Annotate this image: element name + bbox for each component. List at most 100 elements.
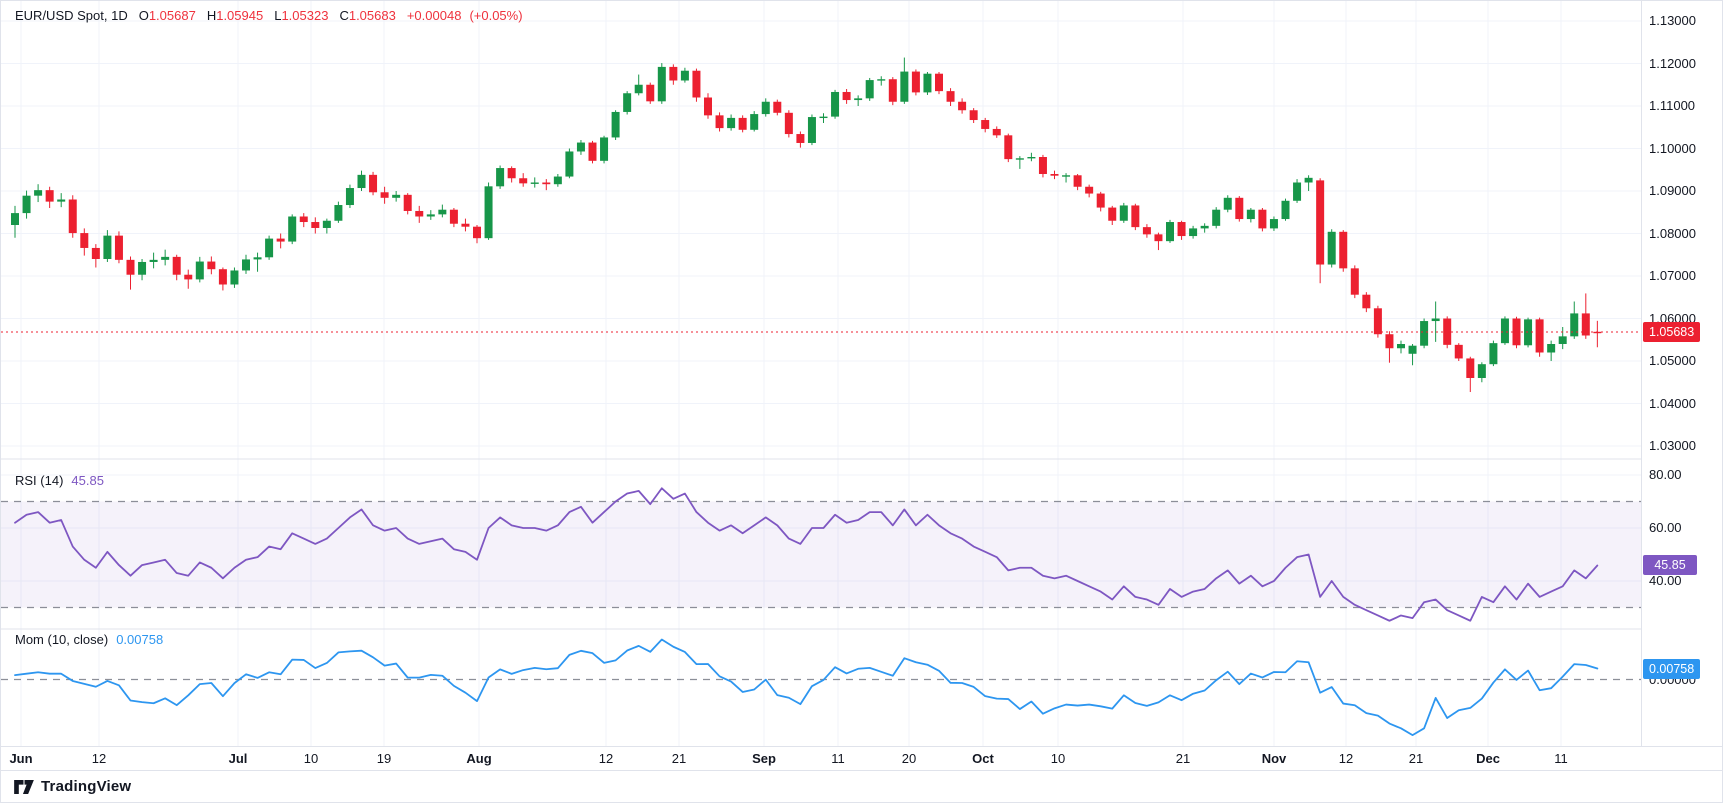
time-axis-label: 20 bbox=[901, 751, 917, 766]
candle-body bbox=[45, 190, 54, 202]
time-axis-label: 12 bbox=[598, 751, 614, 766]
candle-body bbox=[149, 259, 158, 262]
candle-body bbox=[218, 269, 227, 285]
rsi-axis-label: 80.00 bbox=[1649, 467, 1682, 482]
candle-body bbox=[311, 222, 320, 228]
time-axis-label: Sep bbox=[752, 751, 776, 766]
candle-body bbox=[1154, 234, 1163, 242]
time-axis[interactable]: Jun 12 Jul 10 19 Aug 12 21 Sep 11 20 Oct 10 21 Nov 12 21… bbox=[1, 746, 1722, 771]
time-axis-label: 12 bbox=[91, 751, 107, 766]
ohlc-low-label: L bbox=[274, 8, 282, 23]
candle-body bbox=[1050, 174, 1059, 176]
candle-body bbox=[669, 66, 678, 81]
candle-body bbox=[1408, 345, 1417, 354]
candle-body bbox=[784, 112, 793, 135]
candle-body bbox=[1189, 228, 1198, 237]
candle-body bbox=[392, 194, 401, 198]
candle-body bbox=[1281, 200, 1290, 220]
candle-body bbox=[923, 73, 932, 93]
candle-body bbox=[1246, 209, 1255, 220]
rsi-value-badge: 45.85 bbox=[1643, 555, 1697, 576]
candle-body bbox=[981, 120, 990, 129]
candle-body bbox=[842, 91, 851, 101]
candle-body bbox=[1038, 157, 1047, 174]
candle-body bbox=[1454, 344, 1463, 359]
candle-body bbox=[576, 142, 585, 152]
candle-body bbox=[80, 233, 89, 248]
time-axis-label: 10 bbox=[303, 751, 319, 766]
candle-body bbox=[761, 101, 770, 115]
rsi-line bbox=[14, 487, 1599, 622]
rsi-axis-label: 40.00 bbox=[1649, 573, 1682, 588]
indicator-lines-layer bbox=[14, 487, 1599, 737]
candle-body bbox=[1235, 197, 1244, 220]
price-axis-label: 1.06000 bbox=[1649, 310, 1696, 326]
ohlc-close-label: C bbox=[339, 8, 349, 23]
time-axis-label: Jun bbox=[9, 751, 33, 766]
candle-body bbox=[11, 213, 19, 225]
rsi-indicator-label[interactable]: RSI (14) 45.85 bbox=[15, 473, 104, 489]
candle-body bbox=[680, 70, 689, 81]
candle-body bbox=[68, 199, 77, 234]
candle-body bbox=[126, 259, 135, 275]
rsi-label-value: 45.85 bbox=[71, 473, 104, 488]
candle-body bbox=[426, 214, 435, 217]
time-axis-label: Nov bbox=[1261, 751, 1287, 766]
symbol-title[interactable]: EUR/USD Spot, 1D bbox=[15, 8, 128, 23]
candle-body bbox=[542, 182, 551, 185]
candle-body bbox=[380, 192, 389, 198]
time-axis-label: 10 bbox=[1050, 751, 1066, 766]
chart-canvas[interactable] bbox=[1, 1, 1641, 746]
candle-body bbox=[738, 117, 747, 130]
candle-body bbox=[831, 91, 840, 117]
candle-body bbox=[854, 98, 863, 101]
candle-body bbox=[299, 216, 308, 223]
candle-body bbox=[611, 111, 620, 138]
price-change: +0.00048 (+0.05%) bbox=[407, 8, 523, 24]
candle-body bbox=[1142, 227, 1151, 235]
candle-body bbox=[877, 79, 886, 81]
candle-body bbox=[657, 66, 666, 102]
price-axis-label: 1.08000 bbox=[1649, 225, 1696, 241]
candle-body bbox=[935, 73, 943, 92]
candle-body bbox=[138, 261, 147, 275]
time-axis-label: 19 bbox=[376, 751, 392, 766]
candle-body bbox=[230, 270, 239, 285]
momentum-indicator-label[interactable]: Mom (10, close) 0.00758 bbox=[15, 632, 163, 648]
ohlc-open-label: O bbox=[138, 8, 149, 23]
candle-body bbox=[1477, 364, 1486, 378]
time-axis-label: 12 bbox=[1338, 751, 1354, 766]
ohlc-low: L 1.05323 bbox=[274, 8, 328, 24]
candle-body bbox=[646, 84, 655, 102]
candle-body bbox=[946, 91, 955, 102]
candle-body bbox=[172, 256, 181, 275]
candle-body bbox=[1085, 186, 1094, 194]
price-axis-label: 1.10000 bbox=[1649, 140, 1696, 156]
candle-body bbox=[461, 223, 470, 227]
tradingview-logo[interactable]: TradingView bbox=[14, 778, 131, 795]
candle-body bbox=[865, 80, 874, 99]
time-axis-label: Jul bbox=[228, 751, 248, 766]
momentum-line bbox=[14, 638, 1599, 737]
candle-body bbox=[114, 235, 123, 260]
candle-body bbox=[322, 220, 331, 228]
candle-body bbox=[184, 274, 193, 280]
mom-label-text: Mom (10, close) bbox=[15, 632, 109, 647]
candle-body bbox=[1015, 158, 1024, 160]
candle-body bbox=[103, 235, 112, 259]
candle-body bbox=[357, 174, 366, 189]
candle-body bbox=[207, 261, 216, 270]
price-axis[interactable]: 1.13000 1.12000 1.11000 1.10000 1.09000 1.080… bbox=[1641, 1, 1722, 746]
rsi-label-text: RSI (14) bbox=[15, 473, 64, 488]
candle-body bbox=[704, 97, 712, 116]
candle-body bbox=[565, 151, 574, 177]
price-axis-label: 1.07000 bbox=[1649, 268, 1696, 283]
time-axis-label: 11 bbox=[1554, 751, 1568, 766]
ohlc-high-label: H bbox=[206, 8, 217, 23]
candle-body bbox=[727, 117, 736, 129]
candle-body bbox=[1131, 205, 1140, 228]
candle-body bbox=[1108, 207, 1117, 221]
candle-body bbox=[345, 188, 354, 206]
candle-body bbox=[1166, 222, 1174, 242]
candles-layer bbox=[11, 57, 1602, 393]
